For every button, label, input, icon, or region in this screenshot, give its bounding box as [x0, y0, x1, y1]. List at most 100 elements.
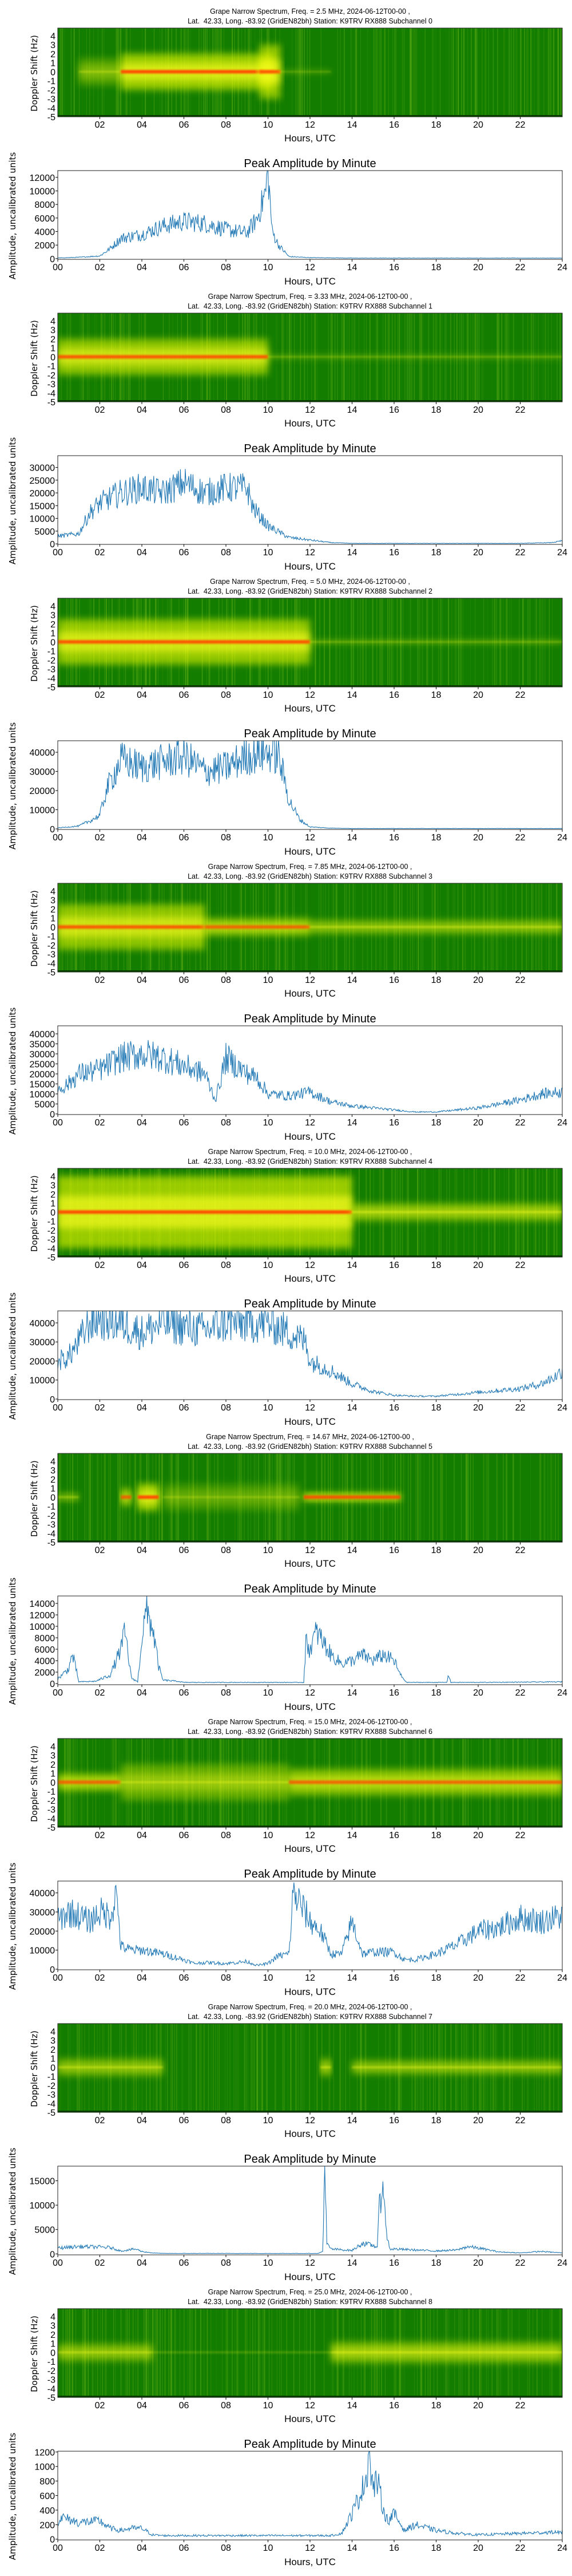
x-tick-label: 18 [431, 2116, 442, 2125]
x-tick-label: 20 [473, 2116, 483, 2125]
spectrogram-panel-4: Grape Narrow Spectrum, Freq. = 10.0 MHz,… [29, 1148, 563, 1284]
spectrogram-x-axis-label: Hours, UTC [284, 2128, 336, 2139]
x-tick-label: 02 [95, 1403, 105, 1413]
x-tick-label: 20 [473, 1546, 483, 1555]
spectrogram-stripe [256, 2024, 257, 2112]
x-tick-label: 18 [431, 690, 442, 700]
y-tick-label: 0 [50, 1493, 55, 1503]
y-tick-label: 15000 [30, 501, 55, 511]
x-tick-label: 00 [53, 548, 63, 558]
spectrogram-stripe [560, 28, 561, 117]
spectrogram-stripe [215, 2024, 216, 2112]
x-tick-label: 06 [179, 975, 189, 985]
x-tick-label: 14 [347, 1973, 357, 1983]
x-tick-label: 08 [221, 1831, 231, 1840]
spectrogram-stripe [557, 28, 559, 117]
x-tick-label: 22 [515, 405, 526, 415]
x-tick-label: 04 [137, 263, 147, 272]
spectrogram-stripe [219, 2024, 220, 2112]
spectrogram-stripe [414, 28, 415, 117]
spectrogram-stripe [201, 2024, 202, 2112]
spectrogram-stripe [101, 1453, 102, 1542]
spectrogram-stripe [375, 28, 376, 117]
amplitude-title: Peak Amplitude by Minute [244, 1583, 376, 1595]
x-tick-label: 22 [515, 2258, 526, 2268]
y-tick-label: 0 [50, 923, 55, 933]
y-tick-label: 4 [50, 1172, 55, 1182]
spectrogram-stripe [471, 28, 472, 117]
x-tick-label: 00 [53, 1973, 63, 1983]
amplitude-series-line [58, 1882, 562, 1967]
x-tick-label: 14 [347, 2116, 357, 2125]
spectrogram-image [58, 28, 562, 117]
x-tick-label: 20 [473, 120, 483, 130]
signal-core [58, 1496, 79, 1498]
x-tick-label: 10 [263, 2116, 273, 2125]
spectrogram-title-line2: Lat. 42.33, Long. -83.92 (GridEN82bh) St… [188, 1157, 432, 1165]
x-tick-label: 16 [389, 1403, 399, 1413]
spectrogram-stripe [213, 2024, 214, 2112]
signal-core [278, 71, 331, 73]
spectrogram-panel-1: Grape Narrow Spectrum, Freq. = 3.33 MHz,… [29, 293, 563, 429]
spectrogram-stripe [411, 28, 412, 117]
y-tick-label: -2 [47, 2366, 55, 2376]
x-tick-label: 20 [473, 1261, 483, 1270]
y-tick-label: 4000 [34, 227, 55, 237]
amplitude-panel-1: Peak Amplitude by Minute 00 02 04 06 08 10 12 14… [7, 437, 567, 572]
amplitude-y-axis-label: Amplitude, uncalibrated units [7, 722, 18, 850]
spectrogram-stripe [355, 28, 356, 117]
spectrogram-stripe [259, 2024, 260, 2112]
y-tick-label: 1 [50, 1484, 55, 1494]
spectrogram-stripe [436, 1453, 438, 1542]
x-tick-label: 24 [557, 2543, 567, 2553]
spectrogram-stripe [458, 28, 459, 117]
spectrogram-stripe [90, 1453, 92, 1542]
spectrogram-image [58, 883, 562, 972]
spectrogram-stripe [460, 1453, 462, 1542]
y-tick-label: 0 [50, 1965, 55, 1975]
x-tick-label: 12 [305, 2258, 315, 2268]
y-tick-label: 10000 [30, 515, 55, 524]
y-tick-label: -5 [47, 2393, 55, 2403]
y-tick-label: 1 [50, 914, 55, 924]
spectrogram-stripe [550, 1453, 551, 1542]
spectrogram-stripe [452, 28, 454, 117]
spectrogram-stripe [404, 1453, 406, 1542]
amplitude-panel-7: Peak Amplitude by Minute 00 02 04 06 08 10 12 14… [7, 2148, 567, 2282]
spectrogram-stripe [261, 2024, 263, 2112]
spectrogram-stripe [520, 28, 522, 117]
spectrogram-stripe [196, 2024, 197, 2112]
amplitude-frame [57, 740, 563, 830]
y-tick-label: 40000 [30, 748, 55, 758]
spectrogram-stripe [360, 28, 361, 117]
x-tick-label: 22 [515, 120, 526, 130]
x-tick-label: 14 [347, 833, 357, 843]
x-tick-label: 08 [221, 548, 231, 558]
spectrogram-stripe [340, 28, 341, 117]
y-tick-label: 0 [50, 1680, 55, 1689]
y-tick-label: 14000 [30, 1599, 55, 1609]
spectrogram-stripe [333, 2024, 334, 2112]
x-tick-label: 10 [263, 1546, 273, 1555]
y-tick-label: 10000 [30, 2201, 55, 2211]
signal-core [121, 1781, 289, 1783]
x-tick-label: 02 [95, 833, 105, 843]
spectrogram-stripe [295, 2024, 297, 2112]
x-tick-label: 10 [263, 2401, 273, 2411]
spectrogram-stripe [88, 1453, 89, 1542]
x-tick-label: 14 [347, 1403, 357, 1413]
spectrogram-y-axis-label: Doppler Shift (Hz) [29, 1175, 39, 1252]
x-tick-label: 22 [515, 1403, 526, 1413]
x-tick-label: 08 [221, 1546, 231, 1555]
signal-core [268, 356, 562, 358]
y-tick-label: 0 [50, 2063, 55, 2073]
amplitude-panel-4: Peak Amplitude by Minute 00 02 04 06 08 10 12 14… [7, 1293, 567, 1427]
y-tick-label: 25000 [30, 476, 55, 486]
x-tick-label: 02 [95, 2543, 105, 2553]
y-tick-label: 4 [50, 1457, 55, 1467]
x-tick-label: 18 [431, 2401, 442, 2411]
amplitude-frame [57, 1310, 563, 1400]
spectrogram-stripe [253, 2024, 254, 2112]
spectrogram-stripe [424, 28, 426, 117]
x-tick-label: 24 [557, 1403, 567, 1413]
